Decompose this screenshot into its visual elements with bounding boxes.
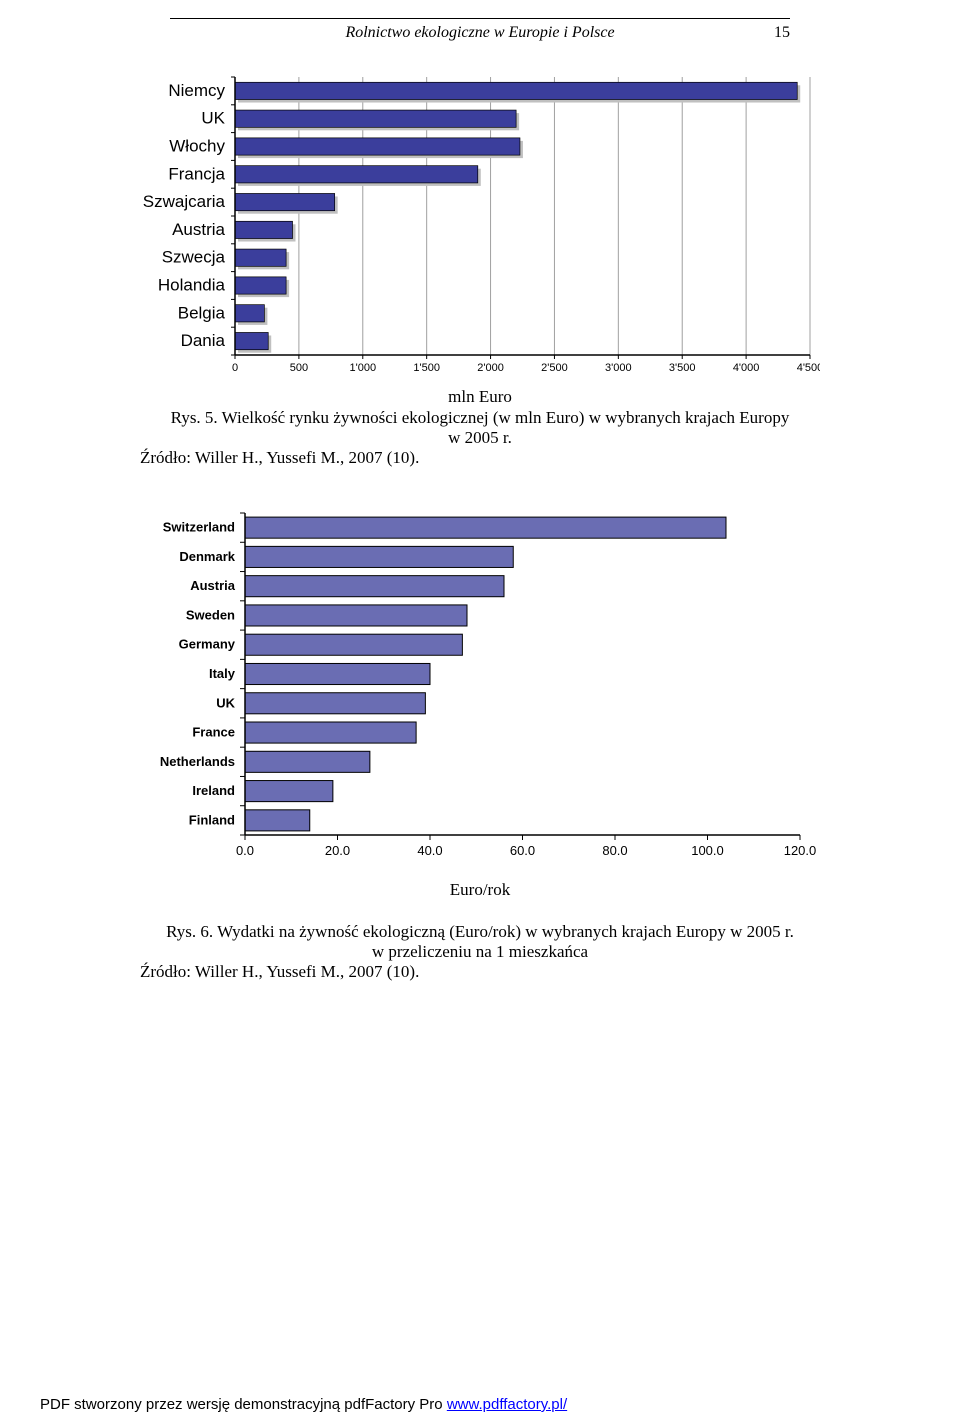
chart-market-size: Niemcy UK Włochy Francja Szwajcaria Austria Sz… (140, 70, 820, 380)
svg-text:3'500: 3'500 (669, 362, 696, 374)
svg-text:80.0: 80.0 (602, 843, 627, 858)
svg-text:Switzerland: Switzerland (163, 520, 235, 535)
svg-text:Denmark: Denmark (179, 549, 235, 564)
footer-link[interactable]: www.pdffactory.pl/ (447, 1396, 567, 1413)
svg-text:40.0: 40.0 (417, 843, 442, 858)
svg-text:2'000: 2'000 (477, 362, 504, 374)
svg-text:France: France (192, 725, 235, 740)
svg-text:3'000: 3'000 (605, 362, 632, 374)
svg-text:1'000: 1'000 (349, 362, 376, 374)
source-1: Źródło: Willer H., Yussefi M., 2007 (10)… (140, 448, 419, 468)
svg-text:Włochy: Włochy (169, 137, 225, 156)
svg-text:60.0: 60.0 (510, 843, 535, 858)
chart-per-capita: Switzerland Denmark Austria Sweden Germany It… (140, 503, 820, 863)
caption-1-line1: Rys. 5. Wielkość rynku żywności ekologic… (140, 408, 820, 428)
svg-text:1'500: 1'500 (413, 362, 440, 374)
svg-text:Sweden: Sweden (186, 607, 235, 622)
header-page-number: 15 (774, 24, 790, 42)
svg-text:2'500: 2'500 (541, 362, 568, 374)
footer: PDF stworzony przez wersję demonstracyjn… (40, 1396, 567, 1413)
svg-text:Ireland: Ireland (192, 783, 235, 798)
caption-2-line1: Rys. 6. Wydatki na żywność ekologiczną (… (140, 922, 820, 942)
svg-text:20.0: 20.0 (325, 843, 350, 858)
x-axis-label-1: mln Euro (0, 387, 960, 407)
svg-text:Francja: Francja (168, 164, 225, 183)
svg-text:Finland: Finland (189, 812, 235, 827)
svg-text:Szwecja: Szwecja (162, 248, 226, 267)
svg-text:4'500: 4'500 (797, 362, 820, 374)
svg-text:Austria: Austria (190, 578, 236, 593)
header-rule (170, 18, 790, 19)
svg-text:100.0: 100.0 (691, 843, 724, 858)
svg-text:0.0: 0.0 (236, 843, 254, 858)
footer-prefix: PDF stworzony przez wersję demonstracyjn… (40, 1396, 447, 1413)
header-title: Rolnictwo ekologiczne w Europie i Polsce (0, 24, 960, 42)
svg-text:Germany: Germany (179, 637, 236, 652)
svg-text:Szwajcaria: Szwajcaria (143, 192, 226, 211)
svg-text:UK: UK (216, 695, 235, 710)
svg-text:0: 0 (232, 362, 238, 374)
source-2: Źródło: Willer H., Yussefi M., 2007 (10)… (140, 962, 419, 982)
page: Rolnictwo ekologiczne w Europie i Polsce… (0, 0, 960, 1425)
svg-text:Netherlands: Netherlands (160, 754, 235, 769)
svg-text:Holandia: Holandia (158, 276, 226, 295)
svg-text:Niemcy: Niemcy (168, 81, 225, 100)
svg-text:Austria: Austria (172, 220, 225, 239)
caption-1-line2: w 2005 r. (140, 428, 820, 448)
svg-text:UK: UK (201, 109, 225, 128)
svg-text:4'000: 4'000 (733, 362, 760, 374)
svg-text:Belgia: Belgia (178, 303, 226, 322)
svg-text:Italy: Italy (209, 666, 236, 681)
svg-text:500: 500 (290, 362, 308, 374)
x-axis-label-2: Euro/rok (0, 880, 960, 900)
svg-text:120.0: 120.0 (784, 843, 817, 858)
caption-2-line2: w przeliczeniu na 1 mieszkańca (140, 942, 820, 962)
svg-text:Dania: Dania (181, 331, 226, 350)
